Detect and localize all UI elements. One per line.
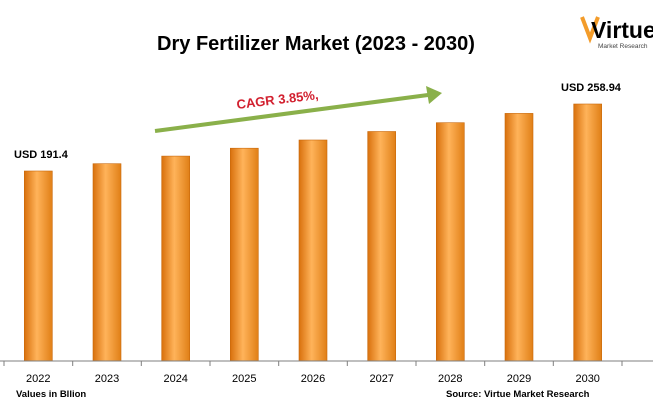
logo-tagline: Market Research xyxy=(598,43,648,50)
x-tick-label-2024: 2024 xyxy=(163,373,187,385)
x-tick-label-2027: 2027 xyxy=(369,373,393,385)
bar-2028 xyxy=(435,122,465,362)
bar-2029 xyxy=(504,113,534,362)
bars xyxy=(23,103,603,362)
logo-check-mark xyxy=(580,16,600,44)
bar-2027 xyxy=(367,131,397,362)
logo-wordmark: Virtue xyxy=(591,17,653,43)
data-label-2030: USD 258.94 xyxy=(561,82,622,94)
bar-2026 xyxy=(298,139,328,362)
x-tick-label-2030: 2030 xyxy=(575,373,599,385)
x-tick-label-2029: 2029 xyxy=(507,373,531,385)
cagr-arrow xyxy=(154,86,442,133)
units-note: Values in Bllion xyxy=(16,389,86,400)
bar-2024 xyxy=(161,155,190,362)
x-tick-label-2023: 2023 xyxy=(95,373,119,385)
cagr-label: CAGR 3.85%, xyxy=(236,87,320,112)
source-note: Source: Virtue Market Research xyxy=(446,389,590,400)
chart-title: Dry Fertilizer Market (2023 - 2030) xyxy=(157,33,475,55)
data-label-2022: USD 191.4 xyxy=(14,149,69,161)
bar-2025 xyxy=(230,147,259,362)
x-axis-ticks xyxy=(3,361,623,366)
bar-2023 xyxy=(92,163,122,362)
x-tick-label-2028: 2028 xyxy=(438,373,462,385)
cagr-arrow-head xyxy=(426,86,442,104)
x-axis-labels: 2022 2023 2024 2025 2026 2027 2028 2029 2030 xyxy=(26,373,600,385)
x-tick-label-2026: 2026 xyxy=(301,373,325,385)
bar-2022 xyxy=(23,170,53,362)
cagr-arrow-line xyxy=(154,93,429,133)
x-tick-label-2022: 2022 xyxy=(26,373,50,385)
bar-2030 xyxy=(573,103,603,362)
x-tick-label-2025: 2025 xyxy=(232,373,256,385)
logo: Virtue Market Research xyxy=(580,16,653,50)
